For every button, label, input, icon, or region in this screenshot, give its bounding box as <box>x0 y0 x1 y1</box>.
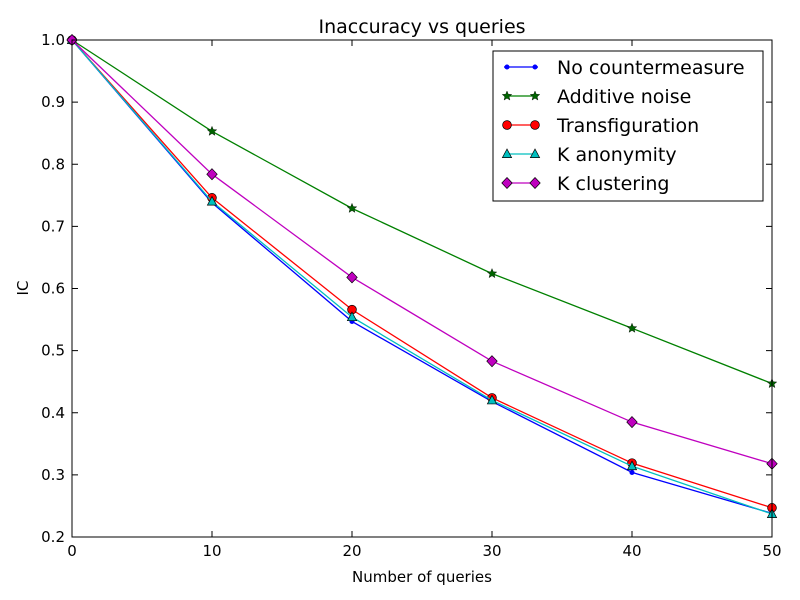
data-point-additive-noise <box>486 268 498 279</box>
legend: No countermeasure Additive noise Transfigu… <box>492 50 764 202</box>
series-line-k-anonymity <box>71 39 773 515</box>
data-point-k-anonymity <box>626 460 638 471</box>
data-point-k-clustering <box>626 416 638 429</box>
plot-frame <box>71 39 773 538</box>
chart-title: Inaccuracy vs queries <box>318 16 525 38</box>
data-point-k-clustering <box>206 168 218 181</box>
data-point-k-clustering <box>486 355 498 368</box>
legend-marker-no-countermeasure <box>504 64 510 70</box>
x-tick-label: 20 <box>342 542 361 560</box>
y-tick-label: 0.8 <box>41 155 65 173</box>
series-line-additive-noise <box>71 39 773 385</box>
legend-label-k-clustering: K clustering <box>557 173 670 195</box>
y-tick-label: 0.6 <box>41 280 65 298</box>
y-tick-label: 0.5 <box>41 342 65 360</box>
x-tick-label: 10 <box>202 542 221 560</box>
x-axis-title: Number of queries <box>352 568 492 586</box>
legend-label-transfiguration: Transfiguration <box>556 115 699 137</box>
plot-area: 0 10 20 30 40 50 0.2 0.3 0.4 0.5 0.6 0.7 0.8 0.9 1.0 <box>41 31 781 560</box>
y-tick-label: 0.9 <box>41 93 65 111</box>
y-tick-label: 0.7 <box>41 217 65 235</box>
data-point-k-anonymity <box>206 195 218 206</box>
data-point-additive-noise <box>626 322 638 333</box>
data-point-k-anonymity <box>346 311 358 322</box>
data-point-additive-noise <box>346 202 358 213</box>
y-tick-label: 0.3 <box>41 466 65 484</box>
legend-marker-k-clustering <box>501 176 513 190</box>
data-point-no-countermeasure <box>629 469 635 475</box>
legend-label-additive-noise: Additive noise <box>557 86 691 108</box>
legend-label-no-countermeasure: No countermeasure <box>557 57 745 79</box>
x-tick-label: 40 <box>622 542 641 560</box>
legend-marker-k-clustering <box>529 176 541 190</box>
legend-marker-k-anonymity <box>501 148 513 158</box>
x-tick-label: 0 <box>67 542 77 560</box>
y-axis-title: IC <box>14 281 32 296</box>
data-point-additive-noise <box>206 125 218 136</box>
y-tick-label: 0.2 <box>41 528 65 546</box>
legend-marker-additive-noise <box>501 90 513 101</box>
series-line-transfiguration <box>71 39 773 509</box>
legend-marker-no-countermeasure <box>532 64 538 70</box>
x-tick-label: 30 <box>482 542 501 560</box>
legend-marker-additive-noise <box>529 90 541 101</box>
legend-marker-transfiguration <box>502 120 512 130</box>
legend-marker-k-anonymity <box>529 148 541 158</box>
series-line-k-clustering <box>71 39 773 465</box>
data-point-k-clustering <box>346 271 358 284</box>
data-point-k-anonymity <box>486 394 498 405</box>
series-line-no-countermeasure <box>71 39 773 515</box>
legend-marker-transfiguration <box>530 120 540 130</box>
y-tick-label: 1.0 <box>41 31 65 49</box>
y-tick-label: 0.4 <box>41 404 65 422</box>
x-tick-label: 50 <box>762 542 781 560</box>
legend-label-k-anonymity: K anonymity <box>557 144 677 166</box>
